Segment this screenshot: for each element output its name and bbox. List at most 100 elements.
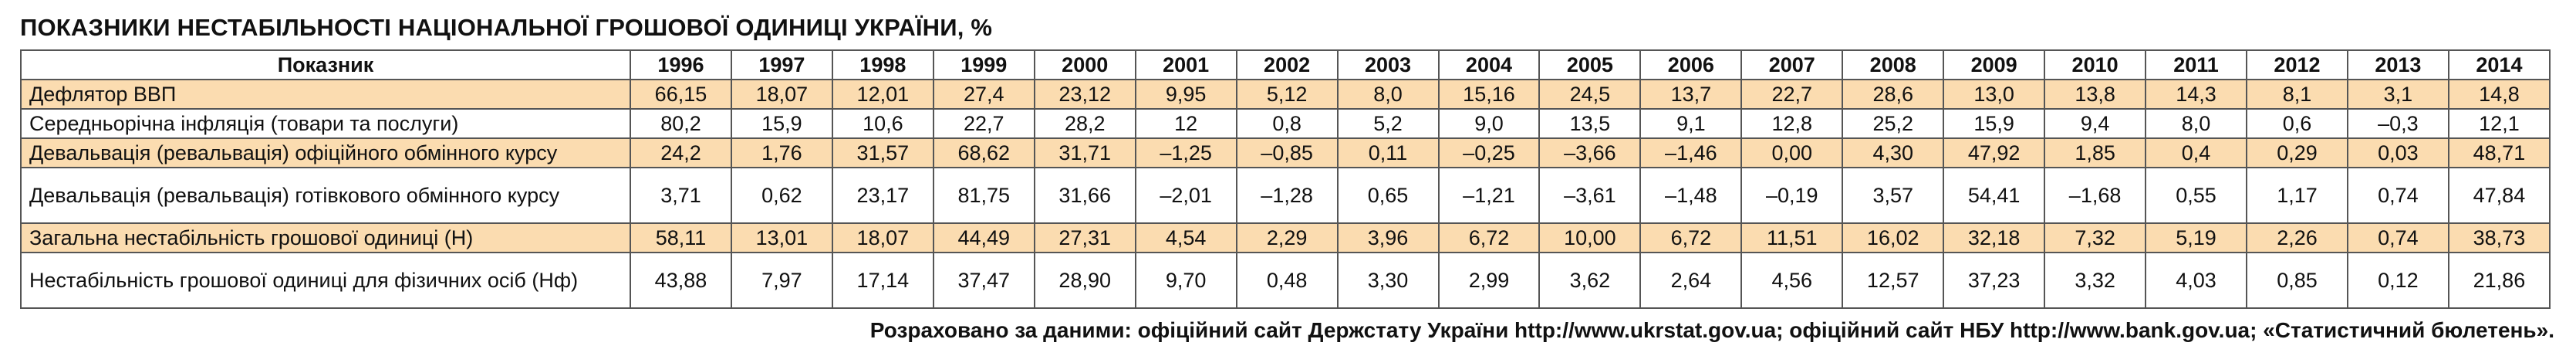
table-cell: 13,7 [1639,79,1743,110]
table-cell: 37,23 [1943,252,2046,309]
row-label: Загальна нестабільність грошової одиниці… [20,222,631,253]
table-cell: 1,85 [2044,137,2147,168]
table-cell: 31,71 [1033,137,1136,168]
table-cell: 23,12 [1033,79,1136,110]
table-cell: 6,72 [1437,222,1541,253]
column-header-year: 2006 [1639,49,1743,80]
table-cell: 9,95 [1134,79,1237,110]
table-cell: –3,66 [1538,137,1642,168]
table-cell: –0,85 [1235,137,1339,168]
column-header-year: 1999 [932,49,1035,80]
table-cell: 31,66 [1033,167,1136,224]
table-cell: 37,47 [932,252,1035,309]
column-header-year: 2012 [2246,49,2348,80]
table-cell: 8,0 [2145,108,2247,139]
row-label: Середньорічна інфляція (товари та послуг… [20,108,631,139]
table-cell: 10,6 [831,108,934,139]
table-cell: 3,96 [1336,222,1440,253]
table-cell: 27,31 [1033,222,1136,253]
table-cell: 58,11 [630,222,732,253]
table-cell: –3,61 [1538,167,1642,224]
table-cell: 5,2 [1336,108,1440,139]
row-label: Дефлятор ВВП [20,79,631,110]
table-cell: 1,17 [2246,167,2348,224]
table-row: Дефлятор ВВП 66,15 18,07 12,01 27,4 23,12 9,95… [20,79,2551,110]
table-cell: 0,48 [1235,252,1339,309]
table-cell: 22,7 [932,108,1035,139]
table-cell: 0,8 [1235,108,1339,139]
source-note: Розраховано за даними: офіційний сайт Де… [869,318,2554,342]
table-cell: 4,03 [2145,252,2247,309]
table-cell: 12 [1134,108,1237,139]
table-cell: 5,12 [1235,79,1339,110]
table-cell: 28,2 [1033,108,1136,139]
table-cell: 0,29 [2246,137,2348,168]
table-cell: 0,55 [2145,167,2247,224]
table-cell: 3,32 [2044,252,2147,309]
table-cell: 15,9 [1943,108,2046,139]
table-cell: 12,8 [1740,108,1844,139]
table-cell: 23,17 [831,167,934,224]
column-header-year: 2009 [1943,49,2046,80]
table-cell: 25,2 [1842,108,1945,139]
table-cell: 48,71 [2447,137,2551,168]
table-cell: –0,3 [2346,108,2449,139]
table-cell: 2,26 [2246,222,2348,253]
table-cell: 0,74 [2346,222,2449,253]
table-cell: 3,30 [1336,252,1440,309]
table-cell: 10,00 [1538,222,1642,253]
column-header-indicator: Показник [20,49,631,80]
row-label: Девальвація (ревальвація) офіційного обм… [20,137,631,168]
table-cell: 9,0 [1437,108,1541,139]
table-cell: 0,11 [1336,137,1440,168]
table-cell: 0,6 [2246,108,2348,139]
table-cell: 0,65 [1336,167,1440,224]
table-cell: 81,75 [932,167,1035,224]
table-cell: 5,19 [2145,222,2247,253]
table-cell: 0,00 [1740,137,1844,168]
table-cell: –1,21 [1437,167,1541,224]
table-cell: –1,48 [1639,167,1743,224]
table-cell: 28,90 [1033,252,1136,309]
column-header-year: 2001 [1134,49,1237,80]
table-cell: 47,92 [1943,137,2046,168]
column-header-year: 2008 [1842,49,1945,80]
table-row: Нестабільність грошової одиниці для фізи… [20,252,2551,309]
table-cell: 9,1 [1639,108,1743,139]
table-cell: 15,9 [730,108,833,139]
table-cell: 47,84 [2447,167,2551,224]
table-cell: 8,1 [2246,79,2348,110]
table-cell: 43,88 [630,252,732,309]
table-cell: 21,86 [2447,252,2551,309]
table-cell: –2,01 [1134,167,1237,224]
table-cell: 0,4 [2145,137,2247,168]
table-cell: –0,25 [1437,137,1541,168]
table-cell: 12,57 [1842,252,1945,309]
column-header-year: 1996 [630,49,732,80]
table-cell: 2,64 [1639,252,1743,309]
table-cell: 14,3 [2145,79,2247,110]
table-cell: –1,28 [1235,167,1339,224]
table-row: Девальвація (ревальвація) офіційного обм… [20,137,2551,168]
table-cell: 9,70 [1134,252,1237,309]
table-cell: 1,76 [730,137,833,168]
table-cell: 16,02 [1842,222,1945,253]
table-row: Середньорічна інфляція (товари та послуг… [20,108,2551,139]
column-header-year: 2014 [2447,49,2551,80]
column-header-year: 2011 [2145,49,2247,80]
table-cell: 28,6 [1842,79,1945,110]
table-cell: 12,1 [2447,108,2551,139]
instability-table: Показник 1996 1997 1998 1999 2000 2001 2… [20,49,2551,309]
column-header-year: 2010 [2044,49,2147,80]
table-cell: 66,15 [630,79,732,110]
column-header-year: 2005 [1538,49,1642,80]
table-cell: 4,56 [1740,252,1844,309]
table-cell: 7,97 [730,252,833,309]
header-row: Показник 1996 1997 1998 1999 2000 2001 2… [20,49,2551,80]
table-cell: 3,71 [630,167,732,224]
table-cell: 24,2 [630,137,732,168]
table-cell: 3,57 [1842,167,1945,224]
table-cell: 68,62 [932,137,1035,168]
table-cell: 0,74 [2346,167,2449,224]
